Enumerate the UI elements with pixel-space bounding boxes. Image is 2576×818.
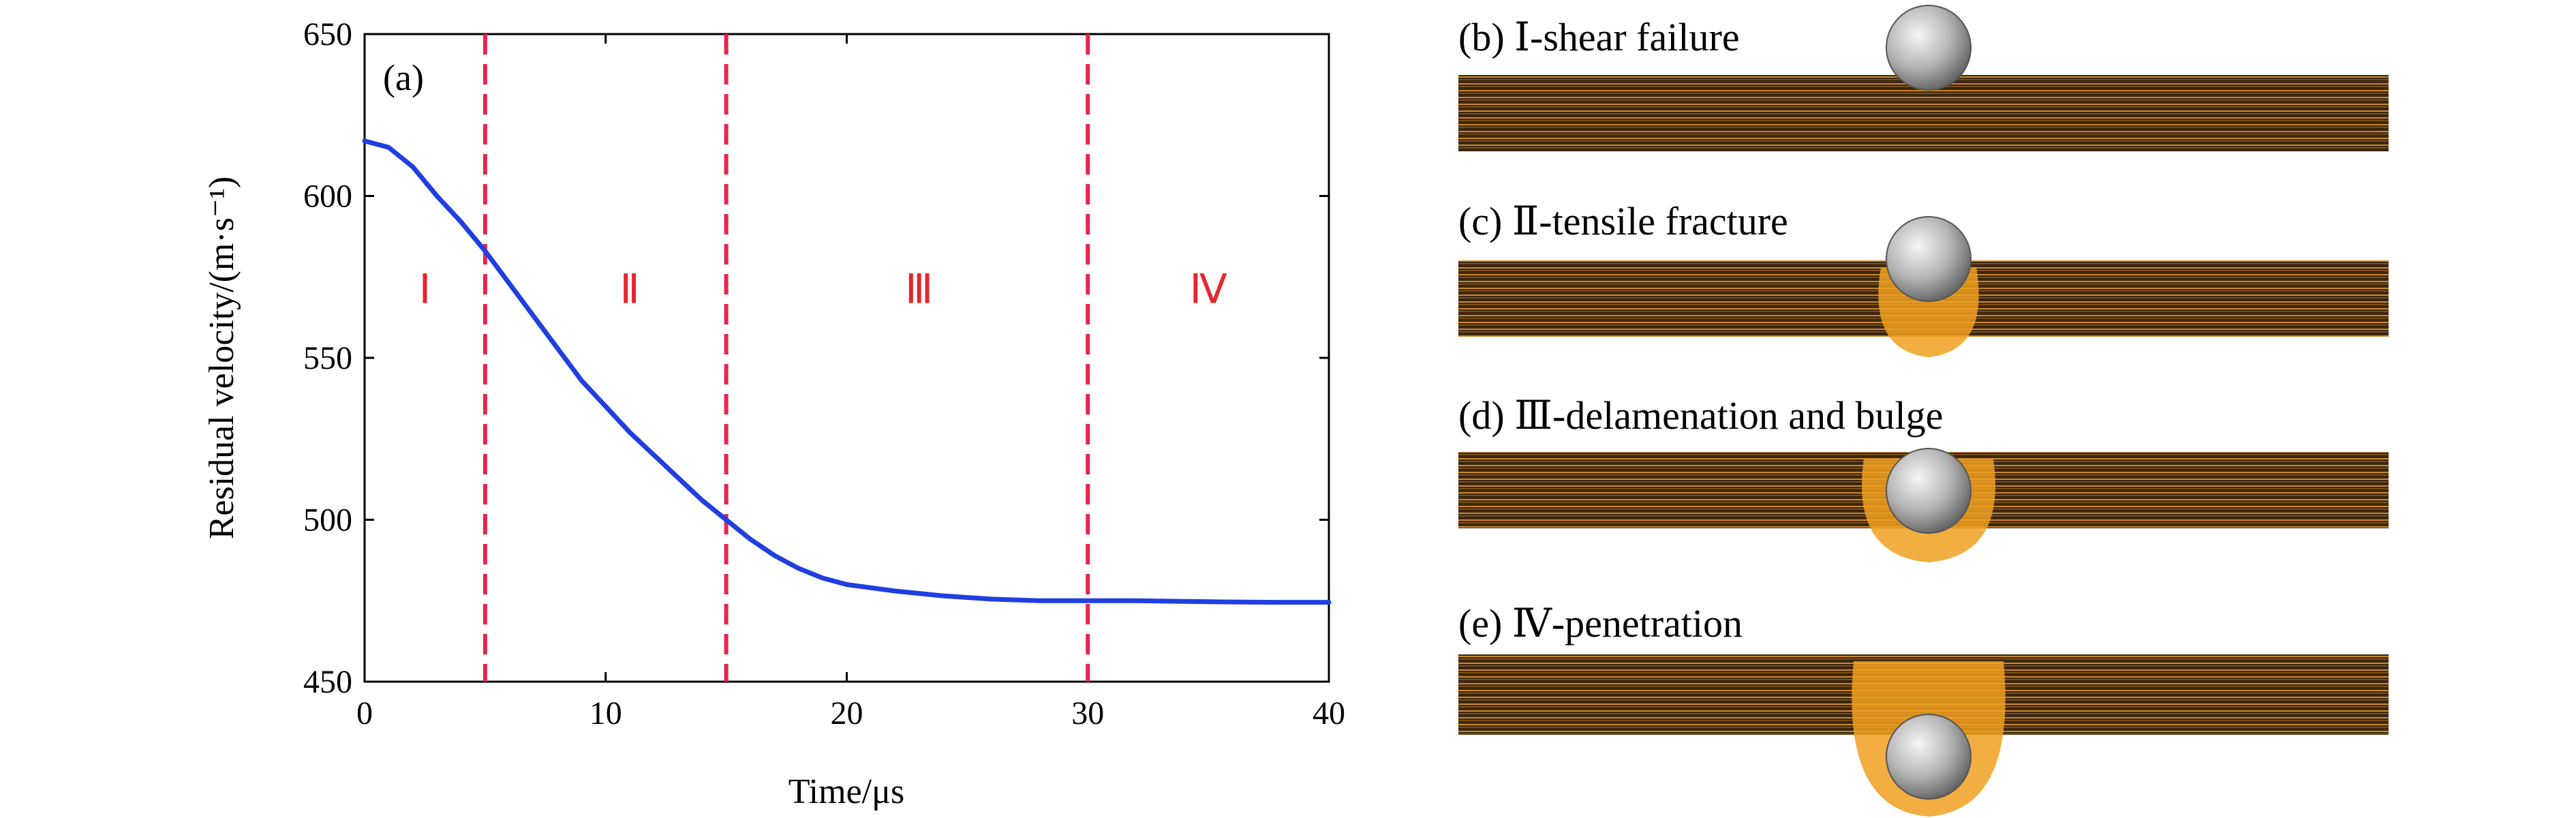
caption-d: (d) Ⅲ-delamenation and bulge	[1458, 393, 1944, 438]
panel-label-a: (a)	[383, 57, 424, 98]
y-tick-label: 500	[303, 502, 352, 539]
phase-label-3: Ⅲ	[905, 267, 933, 312]
projectile-sphere	[1886, 216, 1972, 302]
y-tick-label: 550	[303, 340, 352, 376]
axis-ticks: 0 10 20 30 40 450 500 550 600 650	[303, 16, 1345, 731]
simulation-panels	[1458, 5, 2389, 817]
y-axis-title: Residual velocity/(m·s⁻¹)	[202, 177, 241, 540]
sim-panel-c	[1458, 216, 2389, 357]
caption-c: (c) Ⅱ-tensile fracture	[1458, 199, 1788, 243]
x-tick-label: 30	[1071, 695, 1104, 731]
x-tick-label: 0	[356, 695, 373, 731]
projectile-sphere	[1886, 714, 1972, 800]
sim-panel-b	[1458, 5, 2389, 151]
x-tick-label: 10	[589, 695, 622, 731]
x-tick-label: 20	[831, 695, 863, 731]
phase-label-2: Ⅱ	[619, 267, 640, 312]
x-axis-title: Time/μs	[788, 772, 904, 811]
phase-label-1: Ⅰ	[419, 267, 431, 312]
sim-panel-d	[1458, 448, 2389, 562]
phase-labels: Ⅰ Ⅱ Ⅲ Ⅳ	[419, 267, 1227, 312]
y-tick-label: 600	[303, 179, 352, 215]
caption-b: (b) Ⅰ-shear failure	[1458, 15, 1740, 59]
projectile-sphere	[1886, 448, 1972, 534]
phase-boundaries	[482, 34, 1090, 682]
phase-label-4: Ⅳ	[1189, 267, 1227, 312]
x-tick-label: 40	[1313, 695, 1345, 731]
caption-e: (e) Ⅳ-penetration	[1458, 601, 1743, 646]
y-tick-label: 650	[303, 16, 352, 52]
velocity-series-line	[362, 138, 1332, 605]
y-tick-label: 450	[303, 664, 352, 700]
projectile-sphere	[1886, 5, 1972, 91]
sim-panel-e	[1458, 654, 2389, 817]
